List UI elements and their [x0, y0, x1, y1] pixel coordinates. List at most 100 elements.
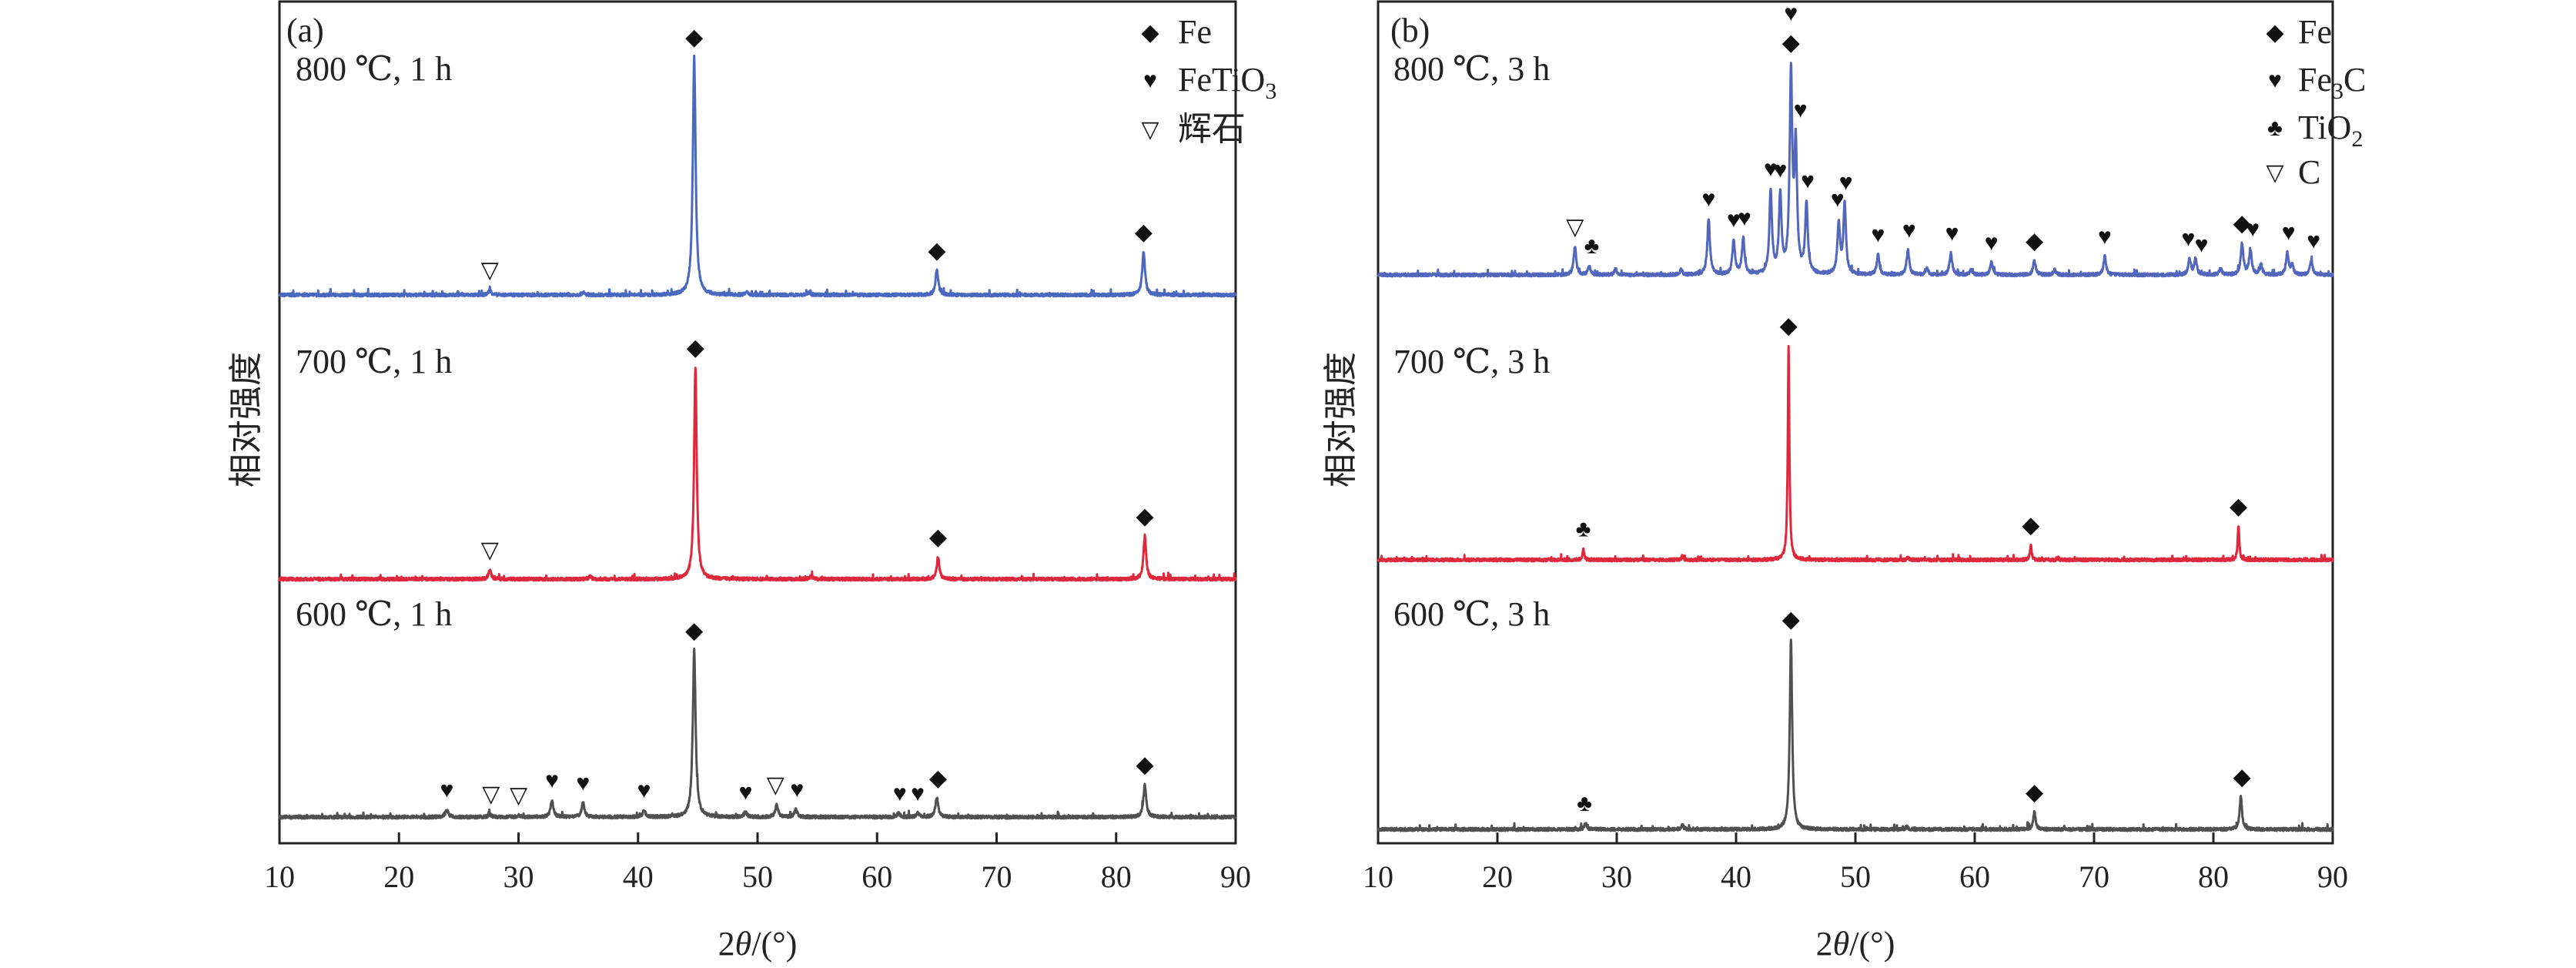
x-label-theta: θ [735, 925, 752, 963]
phase-marker-diamond-icon: ◆ [929, 524, 947, 550]
phase-marker-diamond-icon: ◆ [685, 618, 703, 643]
phase-marker-heart-icon: ♥ [893, 781, 907, 806]
panel-label: (a) [286, 12, 324, 49]
x-axis-label: 2θ/(°) [1816, 925, 1895, 963]
xrd-pattern-2 [278, 367, 1237, 582]
phase-marker-diamond-icon: ◆ [928, 238, 945, 263]
legend-label-suffix: C [2343, 61, 2366, 99]
legend-heart-icon: ♥ [2268, 68, 2282, 93]
x-tick-label: 40 [623, 859, 654, 894]
phase-marker-diamond-icon: ◆ [1780, 313, 1798, 339]
phase-marker-triangle-icon: ▽ [481, 538, 499, 563]
phase-marker-heart-icon: ♥ [1727, 207, 1741, 233]
x-tick-label: 90 [1220, 859, 1251, 894]
panel-label: (b) [1390, 12, 1430, 49]
phase-marker-heart-icon: ♥ [911, 781, 925, 806]
series-label: 800 ℃, 1 h [296, 50, 452, 88]
phase-marker-heart-icon: ♥ [1738, 206, 1751, 231]
series-label: 800 ℃, 3 h [1393, 50, 1550, 88]
phase-marker-heart-icon: ♥ [1902, 218, 1916, 243]
legend-label: Fe [2298, 13, 2332, 51]
x-tick-label: 70 [2079, 859, 2109, 894]
phase-marker-heart-icon: ♥ [2098, 224, 2112, 250]
legend-label: 辉石 [1178, 109, 1246, 149]
x-label-prefix: 2 [718, 925, 735, 963]
phase-marker-heart-icon: ♥ [1801, 168, 1815, 193]
phase-marker-club-icon: ♣ [1576, 517, 1591, 542]
series-label: 600 ℃, 1 h [296, 595, 452, 633]
y-axis-label: 相对强度 [1321, 352, 1360, 487]
x-tick-label: 80 [1101, 859, 1132, 894]
x-tick-label: 50 [742, 859, 773, 894]
phase-marker-heart-icon: ♥ [440, 777, 453, 802]
xrd-pattern-2 [1377, 344, 2334, 563]
phase-marker-heart-icon: ♥ [1764, 156, 1778, 182]
x-tick-label: 40 [1721, 859, 1751, 894]
phase-marker-heart-icon: ♥ [637, 778, 651, 803]
legend-diamond-icon: ◆ [2266, 20, 2283, 45]
legend-triangle-icon: ▽ [2266, 160, 2283, 186]
phase-marker-heart-icon: ♥ [739, 779, 753, 805]
xrd-pattern-3 [278, 648, 1237, 820]
legend-subscript: 3 [1265, 79, 1276, 104]
x-tick-label: 10 [1363, 859, 1393, 894]
phase-marker-heart-icon: ♥ [2182, 226, 2196, 252]
phase-marker-triangle-icon: ▽ [510, 782, 527, 808]
phase-marker-heart-icon: ♥ [2195, 232, 2209, 257]
plot-frame [1377, 0, 2334, 845]
phase-marker-triangle-icon: ▽ [482, 782, 500, 807]
legend-entry: 辉石 [1178, 109, 1246, 149]
phase-marker-diamond-icon: ◆ [2026, 780, 2043, 806]
phase-marker-triangle-icon: ▽ [481, 258, 499, 283]
x-tick-label: 10 [264, 859, 295, 894]
phase-marker-heart-icon: ♥ [1784, 1, 1798, 26]
x-tick-label: 20 [383, 859, 414, 894]
phase-marker-heart-icon: ♥ [2307, 228, 2320, 253]
legend-diamond-icon: ◆ [1141, 20, 1159, 45]
x-tick-label: 30 [503, 859, 534, 894]
phase-marker-diamond-icon: ◆ [687, 335, 704, 360]
plot-frame [278, 0, 1237, 845]
panel-a: 10 20 30 40 50 60 70 80 90 2θ/(°) 相对强度 (a) ◆ Fe ♥ FeTiO… [226, 0, 1276, 963]
phase-marker-heart-icon: ♥ [1794, 98, 1808, 123]
phase-marker-diamond-icon: ◆ [2026, 228, 2043, 253]
phase-marker-heart-icon: ♥ [2246, 216, 2260, 242]
phase-marker-heart-icon: ♥ [1985, 230, 1999, 256]
phase-marker-diamond-icon: ◆ [1782, 607, 1800, 632]
series-label: 600 ℃, 3 h [1393, 595, 1550, 633]
x-label-theta: θ [1833, 925, 1850, 963]
series-label: 700 ℃, 1 h [296, 343, 452, 380]
phase-marker-diamond-icon: ◆ [929, 765, 947, 791]
x-axis-label: 2θ/(°) [718, 925, 798, 963]
phase-marker-triangle-icon: ▽ [767, 772, 785, 798]
phase-marker-diamond-icon: ◆ [1136, 752, 1153, 777]
phase-marker-heart-icon: ♥ [2282, 220, 2296, 246]
legend-entry: Fe [1178, 13, 1212, 51]
x-tick-label: 20 [1482, 859, 1513, 894]
y-axis-label: 相对强度 [226, 352, 266, 487]
legend-entry: Fe [2298, 13, 2332, 51]
x-tick-label: 90 [2317, 859, 2348, 894]
legend-entry: TiO2 [2298, 109, 2363, 152]
phase-marker-triangle-icon: ▽ [1566, 215, 1584, 240]
legend-subscript: 3 [2332, 79, 2343, 104]
series-label: 700 ℃, 3 h [1393, 343, 1550, 380]
phase-marker-diamond-icon: ◆ [2230, 494, 2247, 519]
phase-marker-heart-icon: ♥ [545, 768, 559, 793]
phase-marker-heart-icon: ♥ [790, 777, 804, 802]
phase-marker-club-icon: ♣ [1577, 791, 1592, 816]
legend-subscript: 2 [2351, 126, 2363, 152]
phase-marker-diamond-icon: ◆ [2022, 513, 2039, 538]
legend-entry: C [2298, 153, 2320, 191]
phase-marker-diamond-icon: ◆ [2233, 211, 2251, 236]
legend-heart-icon: ♥ [1143, 68, 1157, 93]
x-label-suffix: /(°) [751, 925, 797, 963]
x-tick-label: 30 [1601, 859, 1632, 894]
phase-marker-heart-icon: ♥ [1701, 186, 1715, 212]
x-tick-label: 60 [1959, 859, 1990, 894]
xrd-pattern-1 [1377, 62, 2334, 278]
phase-marker-diamond-icon: ◆ [685, 25, 703, 50]
x-tick-label: 50 [1840, 859, 1871, 894]
legend-label: FeTiO [1178, 61, 1265, 99]
